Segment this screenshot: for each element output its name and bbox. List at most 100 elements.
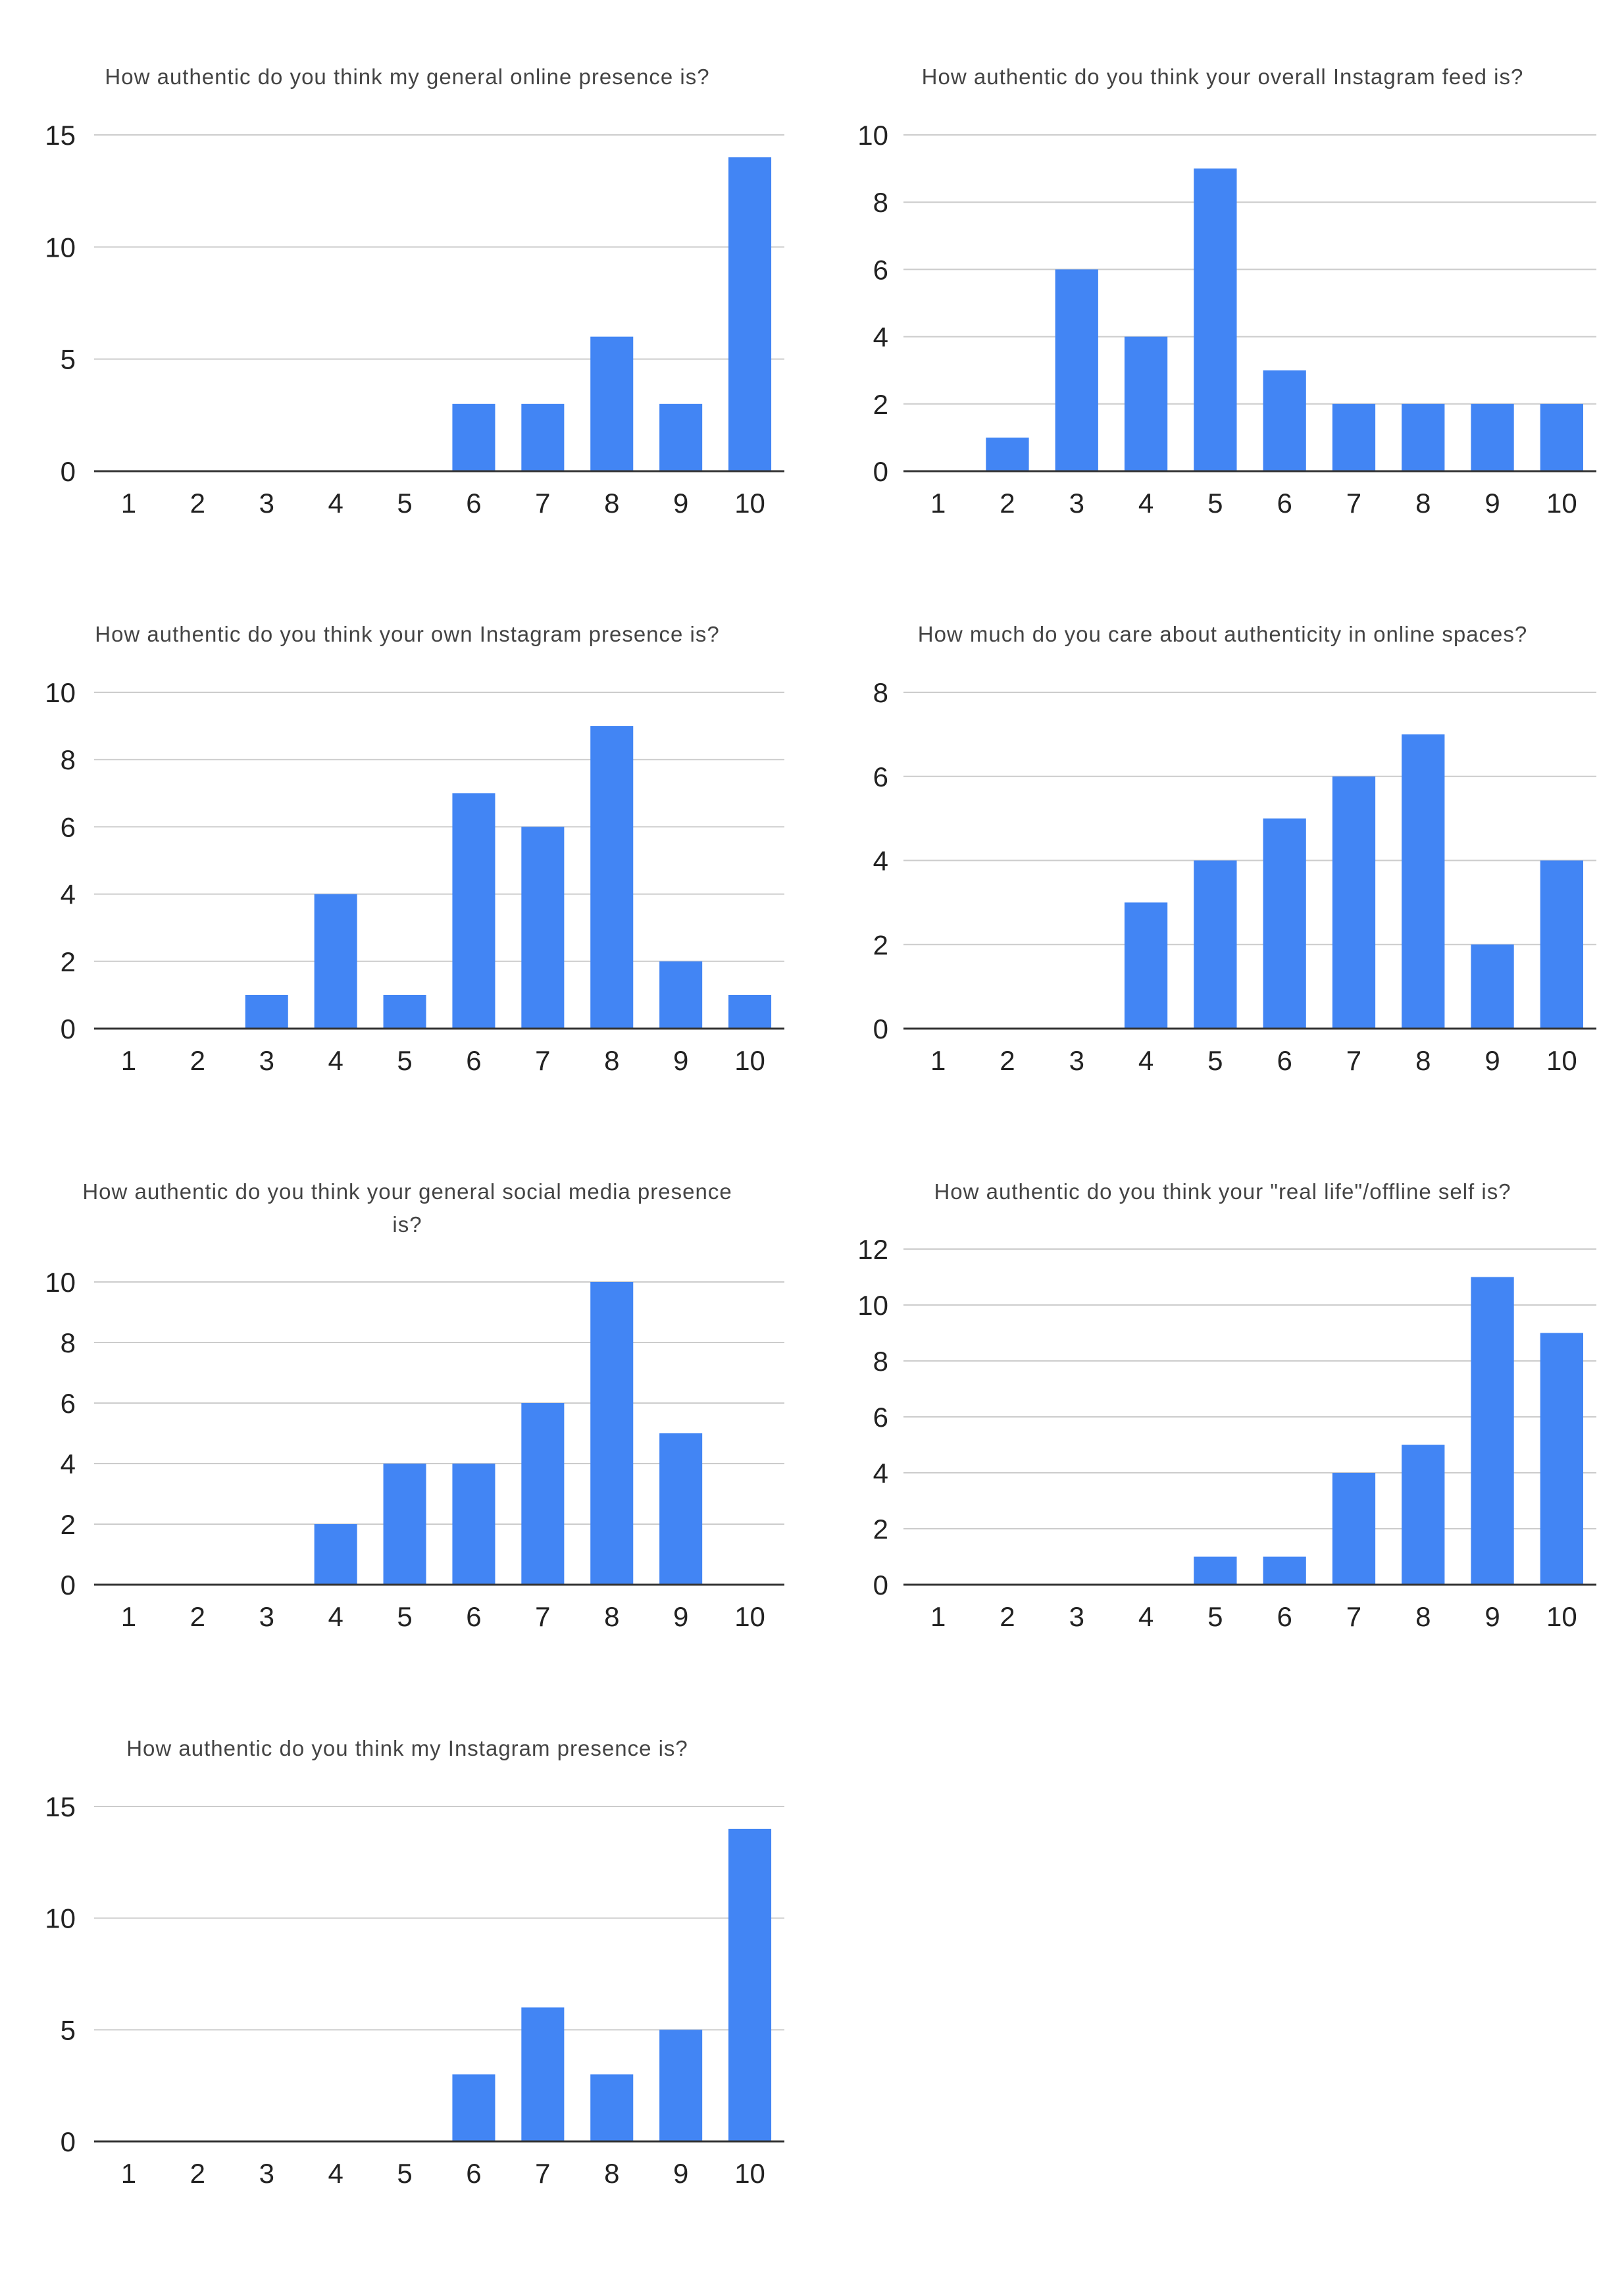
bar bbox=[1471, 403, 1514, 471]
x-tick-label: 3 bbox=[259, 2158, 274, 2189]
bar bbox=[659, 2030, 703, 2141]
x-tick-label: 1 bbox=[121, 488, 136, 519]
x-tick-label: 10 bbox=[734, 2158, 765, 2189]
y-tick-label: 6 bbox=[873, 761, 888, 792]
x-tick-label: 10 bbox=[1546, 1601, 1577, 1632]
x-tick-label: 1 bbox=[121, 1601, 136, 1632]
y-tick-label: 8 bbox=[873, 1346, 888, 1377]
bar bbox=[1263, 818, 1306, 1029]
x-tick-label: 3 bbox=[1069, 1045, 1084, 1076]
chart-title: How much do you care about authenticity … bbox=[918, 622, 1528, 646]
bar bbox=[728, 994, 772, 1029]
x-tick-label: 4 bbox=[328, 488, 343, 519]
y-tick-label: 6 bbox=[873, 254, 888, 285]
x-tick-label: 1 bbox=[930, 1045, 946, 1076]
x-tick-label: 9 bbox=[673, 488, 688, 519]
y-tick-label: 4 bbox=[873, 846, 888, 877]
y-tick-label: 4 bbox=[873, 322, 888, 353]
x-tick-label: 7 bbox=[535, 2158, 550, 2189]
y-tick-label: 0 bbox=[873, 456, 888, 487]
chart-7: How authentic do you think my Instagram … bbox=[45, 1736, 784, 2189]
y-tick-label: 10 bbox=[45, 677, 76, 708]
y-tick-label: 4 bbox=[61, 1448, 76, 1479]
y-tick-label: 2 bbox=[873, 929, 888, 960]
bar bbox=[314, 894, 357, 1029]
bar bbox=[590, 2074, 634, 2141]
bar bbox=[521, 1403, 565, 1585]
x-tick-label: 4 bbox=[1138, 1045, 1154, 1076]
y-tick-label: 8 bbox=[61, 744, 76, 775]
chart-title: How authentic do you think your overall … bbox=[922, 64, 1524, 89]
bar bbox=[452, 2074, 495, 2141]
x-tick-label: 6 bbox=[466, 488, 481, 519]
y-tick-label: 8 bbox=[61, 1327, 76, 1358]
chart-title: How authentic do you think my general on… bbox=[105, 64, 709, 89]
x-tick-label: 4 bbox=[328, 1601, 343, 1632]
chart-1: How authentic do you think my general on… bbox=[45, 64, 784, 519]
chart-2: How authentic do you think your overall … bbox=[857, 64, 1596, 519]
x-tick-label: 2 bbox=[190, 2158, 205, 2189]
x-tick-label: 7 bbox=[535, 488, 550, 519]
bar bbox=[1402, 1445, 1445, 1585]
bar bbox=[521, 403, 565, 471]
y-tick-label: 5 bbox=[61, 344, 76, 375]
x-tick-label: 8 bbox=[604, 488, 619, 519]
bar bbox=[728, 157, 772, 472]
bar bbox=[521, 2007, 565, 2141]
y-tick-label: 2 bbox=[61, 1509, 76, 1540]
y-tick-label: 0 bbox=[873, 1570, 888, 1600]
bar bbox=[659, 403, 703, 471]
x-tick-label: 8 bbox=[604, 1601, 619, 1632]
y-tick-label: 6 bbox=[61, 1388, 76, 1419]
x-tick-label: 2 bbox=[1000, 1045, 1015, 1076]
chart-3: How authentic do you think your own Inst… bbox=[45, 622, 784, 1076]
bar bbox=[1332, 403, 1376, 471]
x-tick-label: 8 bbox=[604, 1045, 619, 1076]
y-tick-label: 2 bbox=[61, 946, 76, 977]
y-tick-label: 10 bbox=[45, 1267, 76, 1298]
y-tick-label: 10 bbox=[45, 1903, 76, 1934]
x-tick-label: 6 bbox=[466, 1601, 481, 1632]
x-tick-label: 9 bbox=[673, 2158, 688, 2189]
x-tick-label: 2 bbox=[190, 1045, 205, 1076]
bar bbox=[1263, 1556, 1306, 1585]
bar bbox=[1332, 776, 1376, 1029]
bar bbox=[1332, 1473, 1376, 1585]
x-tick-label: 3 bbox=[259, 488, 274, 519]
x-tick-label: 7 bbox=[535, 1045, 550, 1076]
x-tick-label: 4 bbox=[1138, 488, 1154, 519]
x-tick-label: 6 bbox=[466, 2158, 481, 2189]
y-tick-label: 10 bbox=[857, 1290, 888, 1321]
chart-title: How authentic do you think my Instagram … bbox=[126, 1736, 688, 1760]
x-tick-label: 8 bbox=[1415, 1601, 1431, 1632]
bar bbox=[1124, 336, 1168, 471]
bar bbox=[1194, 168, 1237, 471]
bar bbox=[314, 1524, 357, 1585]
y-tick-label: 6 bbox=[873, 1402, 888, 1433]
bar bbox=[1471, 1277, 1514, 1585]
y-tick-label: 2 bbox=[873, 1514, 888, 1545]
y-tick-label: 8 bbox=[873, 677, 888, 708]
y-tick-label: 0 bbox=[61, 1013, 76, 1044]
x-tick-label: 4 bbox=[1138, 1601, 1154, 1632]
x-tick-label: 10 bbox=[1546, 488, 1577, 519]
x-tick-label: 6 bbox=[1277, 1045, 1292, 1076]
x-tick-label: 5 bbox=[397, 1601, 412, 1632]
chart-4: How much do you care about authenticity … bbox=[873, 622, 1596, 1076]
y-tick-label: 15 bbox=[45, 120, 76, 151]
bar bbox=[1055, 269, 1098, 471]
bar bbox=[1540, 1333, 1583, 1585]
x-tick-label: 5 bbox=[1207, 1045, 1223, 1076]
x-tick-label: 1 bbox=[121, 1045, 136, 1076]
x-tick-label: 1 bbox=[930, 1601, 946, 1632]
x-tick-label: 9 bbox=[1484, 1045, 1500, 1076]
bar bbox=[986, 437, 1029, 471]
x-tick-label: 4 bbox=[328, 2158, 343, 2189]
bar bbox=[383, 1464, 426, 1585]
chart-title: is? bbox=[392, 1212, 422, 1237]
y-tick-label: 0 bbox=[61, 1570, 76, 1600]
bar bbox=[452, 793, 495, 1029]
bar bbox=[1540, 860, 1583, 1029]
bar bbox=[1540, 403, 1583, 471]
bar bbox=[1194, 1556, 1237, 1585]
